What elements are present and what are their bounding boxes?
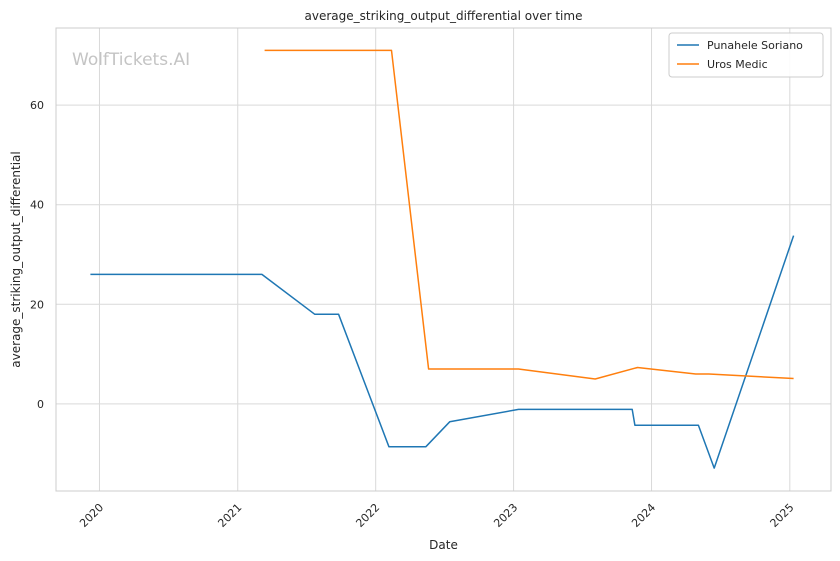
y-tick-label: 60 xyxy=(30,99,44,112)
y-tick-label: 20 xyxy=(30,298,44,311)
legend: Punahele Soriano Uros Medic xyxy=(668,32,824,78)
legend-box xyxy=(668,32,824,78)
watermark: WolfTickets.AI xyxy=(72,50,190,70)
legend-label: Punahele Soriano xyxy=(707,39,803,52)
series-line-punahele-soriano xyxy=(90,235,795,469)
y-axis-label: average_striking_output_differential xyxy=(9,151,23,367)
y-tick-label: 0 xyxy=(37,398,44,411)
legend-label: Uros Medic xyxy=(707,58,768,71)
y-tick-label: 40 xyxy=(30,199,44,212)
plot-frame xyxy=(55,27,832,492)
x-axis-label: Date xyxy=(429,538,458,552)
y-axis-ticks: 0 20 40 60 xyxy=(30,99,44,411)
series-layer xyxy=(90,49,795,469)
series-line-uros-medic xyxy=(264,49,794,380)
grid xyxy=(56,28,831,491)
chart-title: average_striking_output_differential ove… xyxy=(305,9,583,23)
